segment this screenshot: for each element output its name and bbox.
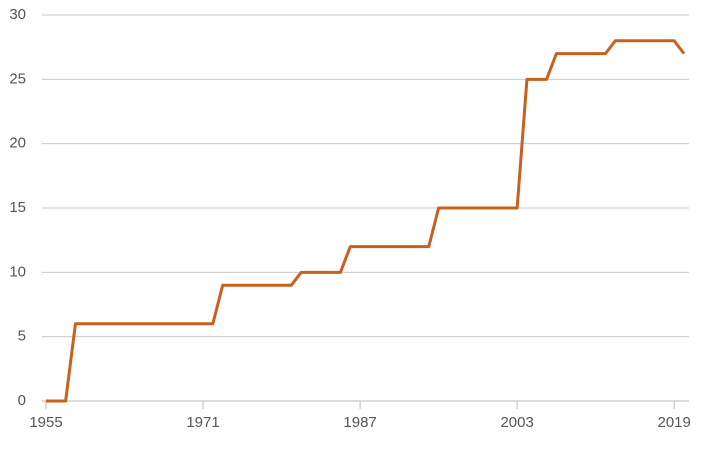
x-tick-label: 1955 [29, 414, 62, 431]
y-tick-label: 20 [9, 135, 26, 152]
y-tick-label: 5 [18, 328, 26, 345]
y-tick-label: 15 [9, 199, 26, 216]
x-tick-label: 1987 [343, 414, 376, 431]
x-tick-label: 2003 [500, 414, 533, 431]
y-tick-label: 10 [9, 263, 26, 280]
y-tick-label: 30 [9, 6, 26, 23]
data-line [46, 39, 686, 403]
x-tick-label: 1971 [186, 414, 219, 431]
x-tick-label: 2019 [657, 414, 690, 431]
y-tick-label: 25 [9, 70, 26, 87]
y-tick-label: 0 [18, 392, 26, 409]
